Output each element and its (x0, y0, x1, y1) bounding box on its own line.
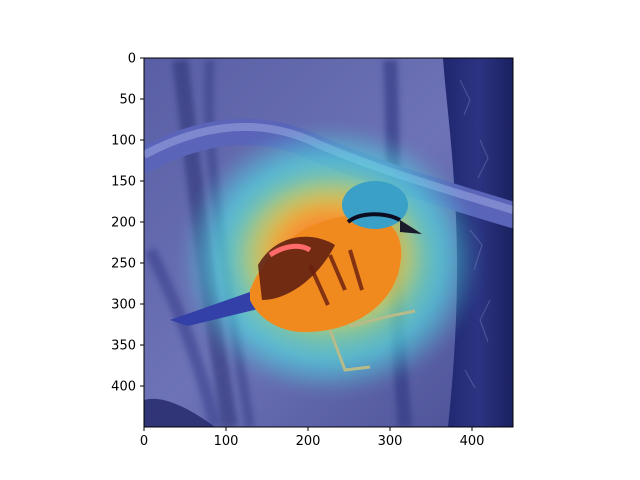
y-tick-label: 150 (111, 175, 136, 190)
y-tick-label: 250 (111, 257, 136, 272)
y-tick-label: 50 (119, 93, 136, 108)
y-axis: 0 50 100 150 200 250 300 350 400 (111, 52, 144, 395)
x-axis: 0 100 200 300 400 (140, 427, 485, 449)
x-tick-label: 300 (378, 434, 403, 449)
y-tick-label: 300 (111, 298, 136, 313)
x-tick-label: 0 (140, 434, 148, 449)
x-tick-label: 100 (214, 434, 239, 449)
x-tick-label: 200 (296, 434, 321, 449)
x-tick-label: 400 (460, 434, 485, 449)
y-tick-label: 100 (111, 134, 136, 149)
heatmap-image (144, 58, 513, 427)
y-tick-label: 350 (111, 339, 136, 354)
image-frame (143, 57, 514, 428)
y-tick-label: 400 (111, 380, 136, 395)
y-tick-label: 0 (128, 52, 136, 67)
y-tick-label: 200 (111, 216, 136, 231)
bird (170, 181, 422, 372)
